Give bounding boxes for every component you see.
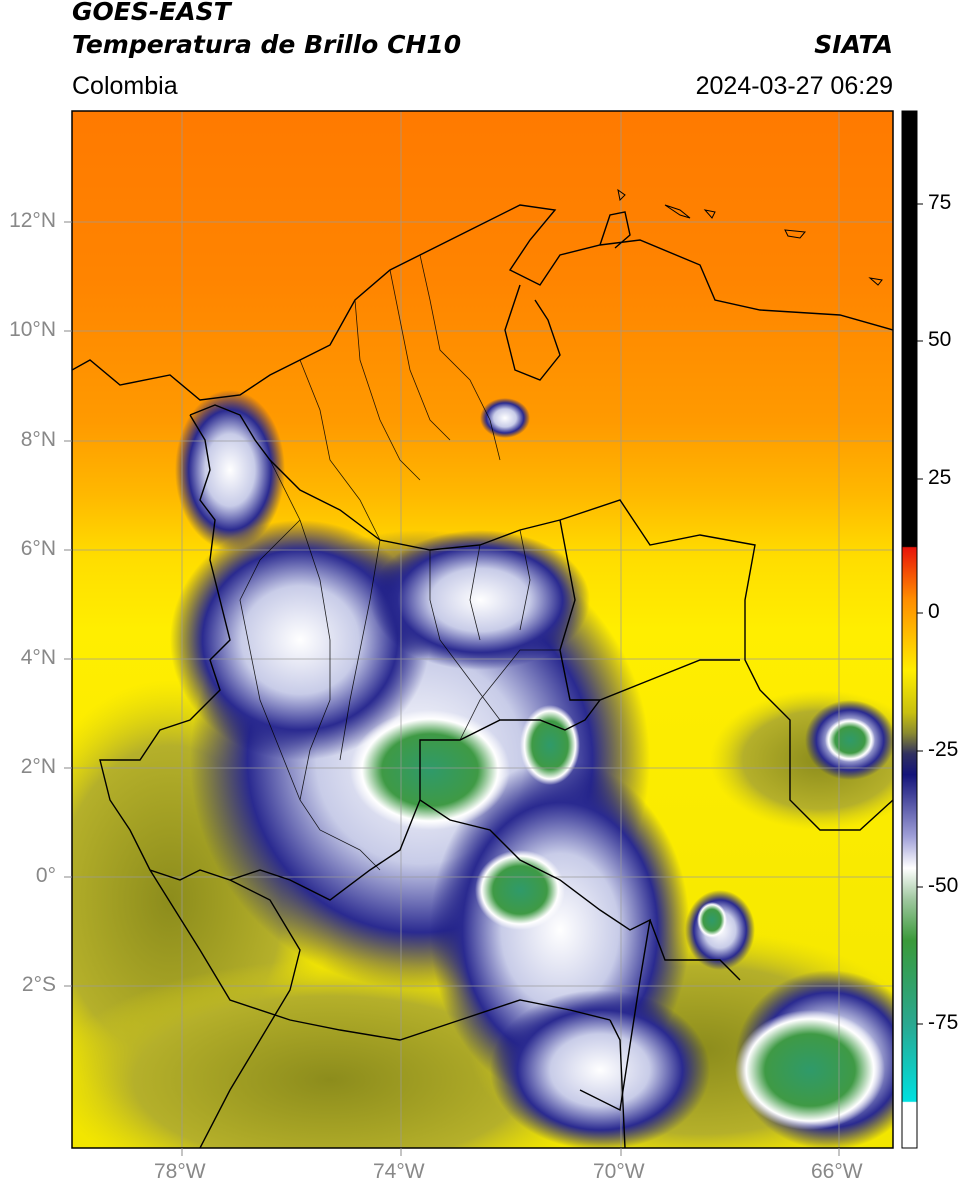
lat-label-2s: 2°S bbox=[21, 973, 56, 996]
lat-label-10n: 10°N bbox=[9, 318, 56, 341]
colorbar-label-25: 25 bbox=[928, 466, 952, 489]
graticule bbox=[72, 111, 893, 1148]
colorbar-label-75: 75 bbox=[928, 191, 952, 214]
lat-ticks bbox=[64, 221, 72, 987]
colorbar-frame bbox=[901, 110, 918, 1149]
lat-label-0: 0° bbox=[35, 864, 56, 887]
title-line2: Temperatura de Brillo CH10 bbox=[72, 30, 462, 59]
colorbar-label-minus75: -75 bbox=[928, 1011, 959, 1034]
islands bbox=[617, 188, 883, 286]
colorbar-label-minus50: -50 bbox=[928, 874, 959, 897]
lat-label-8n: 8°N bbox=[20, 428, 56, 451]
brightness-temperature-field bbox=[72, 111, 893, 1148]
colorbar-label-0: 0 bbox=[928, 600, 940, 623]
colorbar-label-50: 50 bbox=[928, 328, 952, 351]
lat-label-4n: 4°N bbox=[20, 646, 56, 669]
lat-label-2n: 2°N bbox=[20, 755, 56, 778]
region-label: Colombia bbox=[72, 72, 178, 100]
lat-label-12n: 12°N bbox=[9, 209, 56, 232]
source-label: SIATA bbox=[814, 30, 893, 59]
country-borders bbox=[72, 204, 893, 1148]
lon-label-78w: 78°W bbox=[154, 1160, 206, 1183]
map-frame bbox=[71, 110, 894, 1149]
lat-label-6n: 6°N bbox=[20, 537, 56, 560]
datetime-label: 2024-03-27 06:29 bbox=[695, 72, 893, 100]
lon-label-74w: 74°W bbox=[373, 1160, 425, 1183]
lon-label-70w: 70°W bbox=[593, 1160, 645, 1183]
department-borders bbox=[239, 254, 560, 871]
colorbar bbox=[902, 111, 917, 1148]
lon-ticks bbox=[181, 1148, 840, 1156]
colorbar-label-minus25: -25 bbox=[928, 738, 959, 761]
title-line1: GOES-EAST bbox=[72, 0, 231, 26]
colorbar-ticks bbox=[917, 203, 923, 1025]
lon-label-66w: 66°W bbox=[811, 1160, 863, 1183]
